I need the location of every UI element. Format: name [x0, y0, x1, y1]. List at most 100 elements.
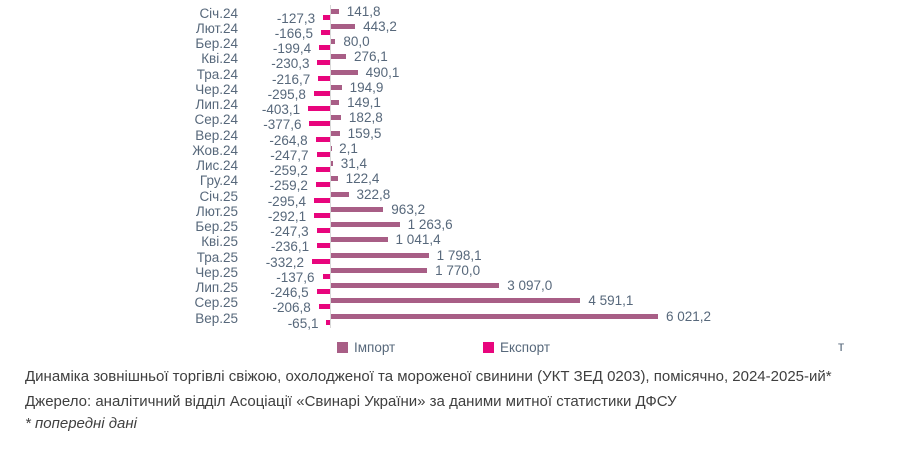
category-label: Бер.25	[195, 219, 238, 234]
export-bar	[308, 106, 330, 111]
legend: Імпорт Експорт т	[0, 337, 897, 357]
legend-import-label: Імпорт	[354, 339, 396, 355]
import-value-label: 6 021,2	[666, 308, 712, 324]
export-value-label: -247,7	[270, 147, 309, 163]
export-value-label: -236,1	[270, 239, 310, 255]
import-value-label: 159,5	[347, 125, 382, 141]
category-label: Чер.25	[195, 264, 238, 280]
export-bar	[311, 258, 330, 264]
caption-block: Динаміка зовнішньої торгівлі свіжою, охо…	[25, 366, 883, 435]
export-bar	[313, 90, 330, 96]
category-label: Лип.25	[195, 280, 238, 295]
import-value-label: 1 770,0	[435, 262, 481, 278]
import-bar	[331, 69, 358, 75]
export-value-label: -206,8	[272, 300, 311, 316]
export-value-label: -246,5	[270, 285, 309, 300]
figure-footnote: * попередні дані	[25, 415, 137, 432]
import-bar	[331, 115, 341, 121]
export-value-label: -247,3	[270, 224, 309, 239]
export-bar	[313, 197, 330, 203]
category-label: Лис.24	[196, 158, 238, 173]
import-value-label: 963,2	[391, 201, 426, 217]
import-bar	[331, 267, 428, 273]
export-value-label: -216,7	[271, 71, 311, 87]
import-value-label: 276,1	[353, 49, 388, 65]
export-bar	[318, 304, 330, 310]
export-value-label: -259,2	[269, 178, 308, 194]
legend-item-import: Імпорт	[337, 337, 395, 357]
export-bar	[317, 60, 330, 66]
export-bar	[322, 273, 330, 279]
unit-label: т	[838, 339, 845, 354]
import-value-label: 443,2	[363, 18, 397, 34]
export-bar	[316, 228, 330, 233]
export-value-label: -295,4	[267, 193, 306, 209]
plot-area: Січ.24 141,8 -127,3 Лют.24 443,2 -166,5 Бер.24…	[192, 3, 712, 331]
legend-export-label: Експорт	[500, 339, 551, 355]
export-bar	[323, 14, 330, 20]
export-value-label: -166,5	[274, 25, 313, 41]
category-label: Гру.24	[199, 173, 238, 189]
export-bar	[316, 289, 330, 294]
export-bar	[314, 212, 330, 218]
import-value-label: 80,0	[343, 34, 370, 49]
import-bar	[331, 206, 384, 212]
import-bar	[331, 23, 356, 29]
export-bar	[320, 29, 330, 35]
export-bar	[315, 167, 330, 172]
export-bar	[316, 151, 330, 157]
import-bar	[331, 84, 342, 90]
import-bar	[331, 161, 333, 166]
import-value-label: 182,8	[348, 110, 383, 126]
import-value-label: 3 097,0	[507, 278, 553, 293]
export-swatch-icon	[483, 341, 494, 353]
export-value-label: -65,1	[287, 315, 319, 331]
category-label: Вер.24	[195, 127, 238, 143]
import-value-label: 1 798,1	[436, 247, 482, 263]
category-label: Кві.24	[201, 51, 238, 67]
export-value-label: -377,6	[263, 117, 302, 133]
category-label: Січ.25	[199, 188, 238, 204]
export-value-label: -292,1	[267, 208, 307, 224]
category-label: Жов.24	[192, 142, 238, 158]
category-label: Січ.24	[199, 5, 238, 21]
category-label: Лют.25	[195, 203, 238, 219]
import-value-label: 490,1	[365, 64, 400, 80]
export-bar	[315, 136, 330, 142]
export-value-label: -259,2	[269, 163, 308, 178]
import-value-label: 194,9	[349, 79, 384, 95]
category-label: Тра.25	[196, 249, 238, 265]
export-value-label: -295,8	[267, 86, 306, 102]
export-value-label: -199,4	[272, 41, 312, 56]
export-bar	[326, 319, 330, 325]
import-swatch-icon	[337, 341, 348, 353]
import-value-label: 2,1	[339, 140, 358, 156]
import-value-label: 141,8	[346, 3, 381, 19]
export-bar	[319, 45, 330, 50]
import-value-label: 149,1	[347, 95, 381, 110]
import-bar	[331, 313, 658, 319]
export-bar	[309, 121, 330, 127]
export-bar	[315, 182, 330, 188]
import-bar	[331, 176, 338, 182]
export-value-label: -127,3	[276, 10, 316, 26]
import-value-label: 4 591,1	[588, 293, 634, 309]
import-bar	[331, 237, 388, 243]
category-label: Чер.24	[195, 81, 238, 97]
import-value-label: 1 041,4	[395, 232, 441, 248]
export-bar	[318, 75, 330, 81]
export-value-label: -230,3	[271, 56, 310, 72]
import-bar	[331, 39, 336, 44]
import-bar	[331, 100, 340, 105]
export-bar	[317, 243, 330, 249]
import-bar	[331, 283, 500, 288]
figure-source: Джерело: аналітичний відділ Асоціації «С…	[25, 393, 677, 410]
category-label: Бер.24	[195, 36, 238, 51]
export-value-label: -403,1	[261, 102, 301, 117]
import-bar	[331, 8, 339, 14]
import-bar	[331, 222, 400, 227]
zero-axis-line	[330, 5, 331, 328]
import-bar	[331, 191, 349, 197]
export-value-label: -332,2	[265, 254, 304, 270]
category-label: Сер.24	[194, 112, 238, 128]
